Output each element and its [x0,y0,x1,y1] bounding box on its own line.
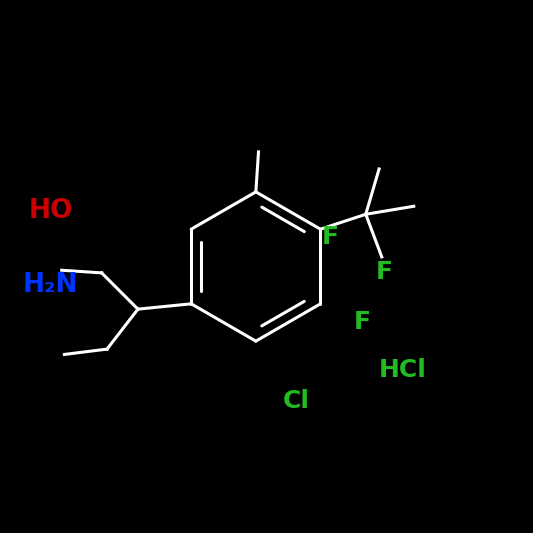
Text: H₂N: H₂N [23,272,78,298]
Text: Cl: Cl [282,389,309,413]
Text: F: F [354,310,371,335]
Text: F: F [322,225,339,249]
Text: HCl: HCl [378,358,426,383]
Text: HO: HO [28,198,73,223]
Text: F: F [375,260,392,284]
